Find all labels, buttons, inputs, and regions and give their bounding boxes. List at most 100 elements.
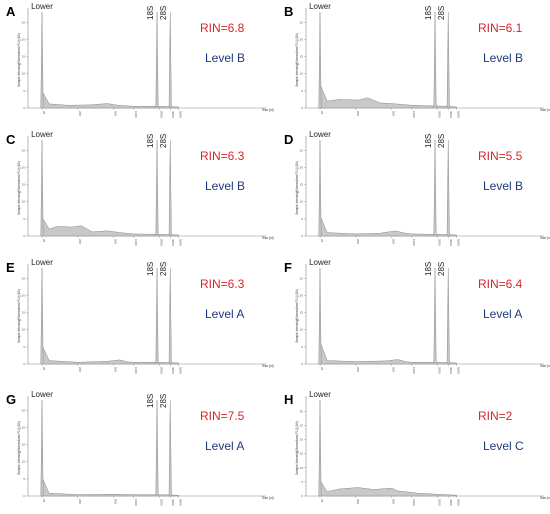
y-tick-label: 0 bbox=[301, 234, 303, 238]
x-tick-label: 1000 bbox=[134, 111, 138, 118]
peak-28s bbox=[446, 11, 450, 109]
y-axis-title: Sample Intensity[Normalized FU] (10³) bbox=[295, 33, 299, 87]
y-tick-label: 15 bbox=[22, 55, 26, 59]
peak-lower bbox=[40, 11, 44, 109]
x-tick-label: 1000 bbox=[412, 367, 416, 374]
x-axis-title: Size [nt] bbox=[540, 236, 550, 240]
y-tick-label: 15 bbox=[22, 183, 26, 187]
rin-label: RIN=2 bbox=[478, 409, 513, 423]
level-label: Level A bbox=[205, 439, 244, 453]
x-tick-label: 500 bbox=[114, 499, 118, 504]
peak-label: 28S bbox=[437, 134, 446, 148]
x-tick-label: 6000 bbox=[457, 367, 461, 374]
trace-area bbox=[319, 479, 457, 497]
level-label: Level C bbox=[483, 439, 524, 453]
panel-letter: E bbox=[6, 260, 15, 275]
y-tick-label: 10 bbox=[22, 328, 26, 332]
y-tick-label: 30 bbox=[300, 409, 304, 413]
y-tick-label: 15 bbox=[300, 452, 304, 456]
y-tick-label: 20 bbox=[300, 37, 304, 41]
level-label: Level B bbox=[483, 179, 523, 193]
y-tick-label: 0 bbox=[301, 494, 303, 498]
level-label: Level A bbox=[483, 307, 522, 321]
chart-panel-g: G 0 5 10 15 20 25 Sample Intensity[Normalized F… bbox=[6, 390, 274, 506]
rin-label: RIN=6.8 bbox=[200, 21, 245, 35]
y-tick-label: 5 bbox=[23, 89, 25, 93]
y-tick-label: 5 bbox=[301, 480, 303, 484]
peak-label: 18S bbox=[424, 134, 433, 148]
x-tick-label: 4000 bbox=[449, 367, 453, 374]
peak-18s bbox=[433, 11, 437, 109]
level-label: Level B bbox=[205, 51, 245, 65]
x-tick-label: 2000 bbox=[438, 367, 442, 374]
panel-letter: F bbox=[284, 260, 292, 275]
x-tick-label: 500 bbox=[392, 111, 396, 116]
chart-panel-h: H 0 5 10 15 20 25 30 Sample Intensity[Normalized… bbox=[284, 390, 550, 506]
x-axis-title: Size [nt] bbox=[540, 364, 550, 368]
x-tick-label: 200 bbox=[78, 499, 82, 504]
x-tick-label: 500 bbox=[114, 239, 118, 244]
x-tick-label: 1000 bbox=[412, 111, 416, 118]
y-axis-title: Sample Intensity[Normalized FU] (10³) bbox=[17, 33, 21, 87]
rin-label: RIN=5.5 bbox=[478, 149, 523, 163]
x-tick-label: 25 bbox=[320, 499, 324, 503]
x-tick-label: 4000 bbox=[449, 111, 453, 118]
peak-18s bbox=[155, 267, 159, 365]
x-tick-label: 200 bbox=[356, 239, 360, 244]
y-axis-title: Sample Intensity[Normalized FU] (10³) bbox=[295, 161, 299, 215]
x-tick-label: 25 bbox=[42, 111, 46, 115]
level-label: Level B bbox=[205, 179, 245, 193]
y-tick-label: 25 bbox=[22, 20, 26, 24]
chart-panel-b: B 0 5 10 15 20 25 Sample Intensity[Normalized F… bbox=[284, 2, 550, 118]
x-axis-title: Size [nt] bbox=[262, 108, 274, 112]
y-tick-label: 0 bbox=[301, 106, 303, 110]
x-tick-label: 2000 bbox=[160, 367, 164, 374]
y-tick-label: 0 bbox=[23, 234, 25, 238]
y-tick-label: 10 bbox=[22, 200, 26, 204]
peak-label: 18S bbox=[424, 262, 433, 276]
x-tick-label: 25 bbox=[320, 239, 324, 243]
peak-label: Lower bbox=[31, 2, 53, 11]
y-tick-label: 15 bbox=[300, 311, 304, 315]
trace-area bbox=[319, 83, 457, 109]
x-tick-label: 500 bbox=[392, 239, 396, 244]
y-axis-title: Sample Intensity[Normalized FU] (10³) bbox=[295, 421, 299, 475]
chart-panel-a: A 0 5 10 15 20 25 Sample Intensity[Normalized F… bbox=[6, 2, 274, 118]
y-tick-label: 20 bbox=[22, 165, 26, 169]
peak-18s bbox=[155, 11, 159, 109]
peak-label: 28S bbox=[159, 134, 168, 148]
y-tick-label: 5 bbox=[301, 89, 303, 93]
y-tick-label: 20 bbox=[22, 293, 26, 297]
peak-28s bbox=[168, 139, 172, 237]
peak-label: Lower bbox=[31, 390, 53, 399]
y-tick-label: 25 bbox=[300, 423, 304, 427]
y-tick-label: 20 bbox=[300, 293, 304, 297]
y-tick-label: 10 bbox=[22, 460, 26, 464]
level-label: Level B bbox=[483, 51, 523, 65]
y-tick-label: 10 bbox=[300, 328, 304, 332]
panel-letter: G bbox=[6, 392, 16, 407]
trace-area bbox=[319, 215, 457, 237]
peak-label: 28S bbox=[159, 394, 168, 408]
peak-label: 28S bbox=[437, 262, 446, 276]
x-axis-title: Size [nt] bbox=[262, 496, 274, 500]
peak-28s bbox=[168, 267, 172, 365]
peak-lower bbox=[40, 399, 44, 497]
x-tick-label: 4000 bbox=[449, 499, 453, 506]
y-tick-label: 5 bbox=[23, 217, 25, 221]
x-tick-label: 2000 bbox=[438, 499, 442, 506]
peak-28s bbox=[168, 399, 172, 497]
x-tick-label: 500 bbox=[114, 111, 118, 116]
x-tick-label: 25 bbox=[42, 367, 46, 371]
peak-28s bbox=[168, 11, 172, 109]
x-tick-label: 4000 bbox=[171, 239, 175, 246]
x-tick-label: 200 bbox=[78, 239, 82, 244]
peak-label: Lower bbox=[31, 258, 53, 267]
y-tick-label: 15 bbox=[22, 311, 26, 315]
peak-18s bbox=[433, 139, 437, 237]
panel-letter: D bbox=[284, 132, 293, 147]
peak-lower bbox=[40, 267, 44, 365]
y-tick-label: 15 bbox=[22, 443, 26, 447]
x-tick-label: 1000 bbox=[412, 239, 416, 246]
y-tick-label: 25 bbox=[300, 20, 304, 24]
